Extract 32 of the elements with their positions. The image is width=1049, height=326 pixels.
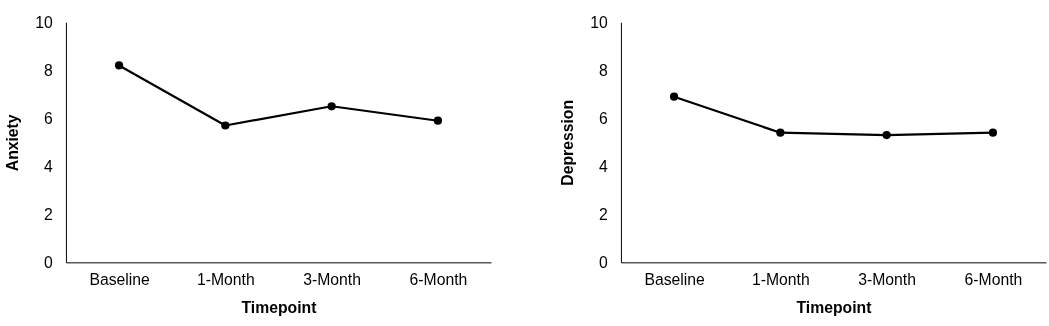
- x-axis-title: Timepoint: [241, 299, 318, 317]
- y-tick-label: 2: [43, 205, 53, 223]
- x-tick-label: 1-Month: [196, 271, 255, 289]
- y-tick-label: 0: [43, 253, 53, 271]
- y-tick-label: 4: [598, 157, 608, 175]
- x-tick-label: Baseline: [89, 271, 150, 289]
- y-tick-label: 6: [43, 109, 53, 127]
- x-axis-title: Timepoint: [796, 299, 873, 317]
- y-tick-label: 6: [598, 109, 608, 127]
- y-tick-label: 0: [598, 253, 608, 271]
- x-tick-label: 3-Month: [303, 271, 361, 289]
- point: [327, 102, 336, 111]
- y-tick-label: 10: [590, 13, 608, 31]
- y-tick-label: 2: [598, 205, 608, 223]
- y-tick-label: 4: [43, 157, 53, 175]
- x-tick-label: 6-Month: [964, 271, 1023, 289]
- point: [114, 61, 124, 70]
- y-axis-title: Depression: [559, 99, 577, 186]
- point: [882, 131, 891, 140]
- y-axis-title: Anxiety: [4, 114, 22, 172]
- x-tick-label: 6-Month: [409, 271, 468, 289]
- point: [669, 92, 679, 101]
- point: [221, 121, 230, 130]
- point: [988, 128, 998, 137]
- y-tick-label: 8: [598, 61, 608, 79]
- point: [776, 128, 785, 137]
- x-tick-label: 3-Month: [858, 271, 916, 289]
- y-tick-label: 8: [43, 61, 53, 79]
- x-tick-label: Baseline: [644, 271, 705, 289]
- y-tick-label: 10: [35, 13, 53, 31]
- x-tick-label: 1-Month: [751, 271, 810, 289]
- point: [433, 116, 443, 125]
